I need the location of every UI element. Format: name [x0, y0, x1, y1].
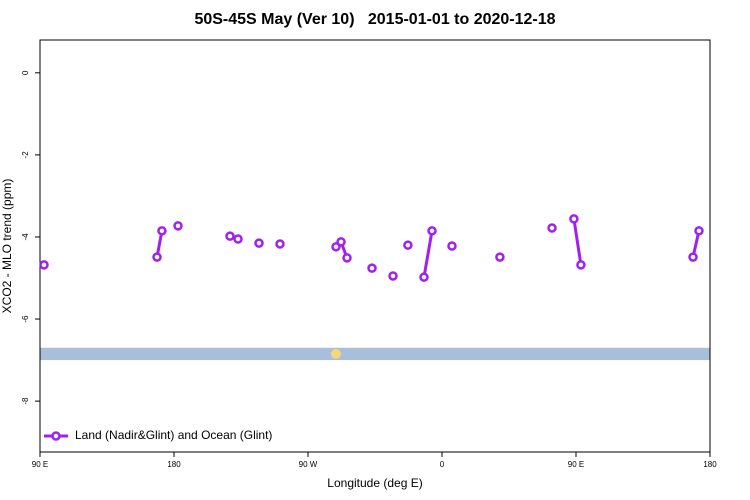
y-tick-label: -2	[21, 151, 30, 159]
data-point	[694, 226, 704, 236]
data-point	[225, 231, 235, 241]
data-point	[254, 238, 264, 248]
data-point	[447, 241, 457, 251]
legend-marker	[51, 431, 61, 441]
data-point	[152, 252, 162, 262]
x-tick-label: 90 E	[32, 460, 48, 469]
data-point	[569, 214, 579, 224]
data-point	[576, 260, 586, 270]
data-point	[342, 253, 352, 263]
plot-frame	[39, 39, 711, 453]
band-marker	[330, 348, 341, 359]
data-point	[427, 226, 437, 236]
reference-band	[40, 347, 710, 361]
data-point	[688, 252, 698, 262]
data-point	[336, 237, 346, 247]
x-tick-label: 180	[703, 460, 717, 469]
data-point	[547, 223, 557, 233]
data-point	[388, 271, 398, 281]
chart-title: 50S-45S May (Ver 10) 2015-01-01 to 2020-…	[194, 11, 555, 28]
data-point	[367, 263, 377, 273]
y-tick-label: -6	[21, 315, 30, 323]
data-point	[419, 272, 429, 282]
data-point	[157, 226, 167, 236]
data-point	[495, 252, 505, 262]
x-tick-label: 90 W	[299, 460, 318, 469]
x-axis-label: Longitude (deg E)	[327, 476, 422, 490]
y-axis-label: XCO2 - MLO trend (ppm)	[0, 179, 14, 314]
data-point	[403, 240, 413, 250]
series-line	[572, 218, 583, 266]
data-point	[275, 239, 285, 249]
x-tick-label: 180	[167, 460, 181, 469]
x-tick-label: 0	[440, 460, 445, 469]
y-tick-label: -8	[21, 397, 30, 405]
data-point	[233, 234, 243, 244]
y-tick-label: 0	[21, 70, 30, 75]
y-tick-label: -4	[21, 233, 30, 241]
data-point	[173, 221, 183, 231]
series-line	[422, 230, 434, 278]
legend-label: Land (Nadir&Glint) and Ocean (Glint)	[75, 428, 272, 442]
x-tick-label: 90 E	[568, 460, 584, 469]
data-point	[39, 260, 49, 270]
